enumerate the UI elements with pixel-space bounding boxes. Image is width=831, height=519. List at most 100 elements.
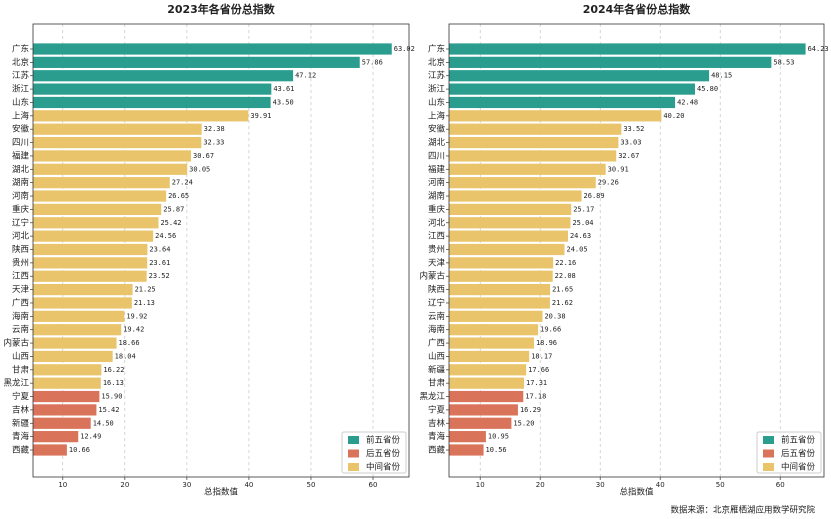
value-label: 23.64	[149, 246, 170, 254]
bar	[33, 150, 192, 162]
category-label: 青海	[12, 431, 30, 442]
bar	[33, 337, 117, 349]
value-label: 16.29	[520, 406, 541, 414]
category-label: 青海	[428, 431, 446, 442]
category-label: 山东	[428, 97, 445, 108]
category-label: 宁夏	[12, 391, 30, 402]
x-tick-label: 30	[596, 481, 605, 489]
category-label: 山东	[12, 97, 29, 108]
chart-title: 2023年各省份总指数	[167, 2, 276, 16]
category-label: 河北	[428, 217, 446, 228]
value-label: 25.42	[160, 219, 181, 227]
bar	[449, 431, 486, 443]
value-label: 16.22	[103, 366, 124, 374]
bar	[449, 297, 550, 309]
value-label: 26.89	[584, 192, 605, 200]
category-label: 安徽	[12, 124, 30, 135]
category-label: 江西	[428, 232, 445, 242]
bar	[449, 136, 619, 149]
category-label: 吉林	[12, 404, 30, 415]
value-label: 19.66	[540, 326, 561, 334]
category-label: 甘肃	[428, 378, 446, 389]
category-label: 西藏	[428, 445, 446, 456]
bar	[449, 177, 596, 189]
value-label: 18.17	[531, 352, 552, 360]
value-label: 21.62	[552, 299, 573, 307]
value-label: 32.38	[204, 125, 225, 133]
bar	[449, 404, 518, 416]
value-label: 16.13	[103, 379, 124, 387]
bar	[33, 297, 132, 309]
value-label: 18.66	[119, 339, 140, 347]
bar	[33, 123, 202, 135]
category-label: 河北	[12, 231, 30, 242]
legend-swatch	[763, 463, 774, 471]
bar	[449, 123, 622, 135]
bar	[449, 310, 543, 322]
category-label: 江西	[12, 272, 29, 282]
bar	[33, 284, 133, 296]
value-label: 43.61	[273, 85, 294, 93]
x-tick-label: 40	[656, 481, 665, 489]
bar	[33, 96, 271, 109]
bar	[33, 83, 272, 95]
category-label: 浙江	[428, 84, 446, 95]
bar	[33, 324, 122, 336]
category-label: 湖南	[428, 191, 445, 202]
category-label: 广东	[428, 44, 445, 55]
bar	[33, 390, 100, 403]
value-label: 25.87	[163, 205, 184, 213]
category-label: 福建	[12, 150, 30, 161]
category-label: 新疆	[428, 364, 446, 375]
value-label: 21.13	[134, 299, 155, 307]
category-label: 天津	[428, 257, 446, 268]
category-label: 山西	[428, 351, 445, 362]
bar	[33, 56, 360, 68]
legend-swatch	[763, 436, 774, 444]
source-note: 数据来源：北京雁栖湖应用数学研究院	[670, 505, 815, 516]
category-label: 四川	[12, 138, 29, 148]
bar	[449, 96, 676, 109]
value-label: 32.33	[203, 139, 224, 147]
value-label: 10.66	[69, 446, 90, 454]
x-tick-label: 60	[776, 481, 785, 489]
bar	[33, 203, 162, 215]
value-label: 64.23	[808, 45, 829, 53]
value-label: 21.65	[552, 286, 573, 294]
bar	[449, 350, 530, 363]
value-label: 57.86	[362, 58, 383, 66]
category-label: 广东	[12, 44, 29, 55]
category-label: 山西	[12, 351, 29, 362]
category-label: 重庆	[428, 204, 446, 215]
bar	[449, 70, 710, 82]
x-tick-label: 60	[369, 481, 378, 489]
x-tick-label: 10	[476, 481, 485, 489]
value-label: 20.38	[544, 312, 565, 320]
bar	[33, 70, 294, 82]
bar	[449, 243, 565, 256]
x-tick-label: 20	[536, 481, 545, 489]
value-label: 17.31	[526, 379, 547, 387]
value-label: 15.20	[513, 419, 534, 427]
x-axis-label: 总指数值	[204, 487, 239, 498]
bar	[33, 270, 147, 282]
bar	[449, 444, 484, 456]
value-label: 22.08	[555, 272, 576, 280]
x-tick-label: 30	[182, 481, 191, 489]
category-label: 辽宁	[428, 297, 445, 308]
category-label: 湖北	[428, 138, 446, 148]
bar	[449, 203, 572, 215]
legend-label: 中间省份	[366, 462, 401, 473]
bar	[33, 230, 154, 242]
x-tick-label: 20	[120, 481, 129, 489]
value-label: 30.67	[193, 152, 214, 160]
category-label: 黑龙江	[419, 391, 445, 402]
value-label: 47.12	[295, 72, 316, 80]
bar	[33, 43, 392, 55]
category-label: 上海	[428, 110, 446, 121]
value-label: 58.53	[773, 58, 794, 66]
value-label: 29.26	[598, 179, 619, 187]
value-label: 14.50	[93, 419, 114, 427]
value-label: 25.04	[572, 219, 593, 227]
legend-swatch	[348, 463, 359, 471]
